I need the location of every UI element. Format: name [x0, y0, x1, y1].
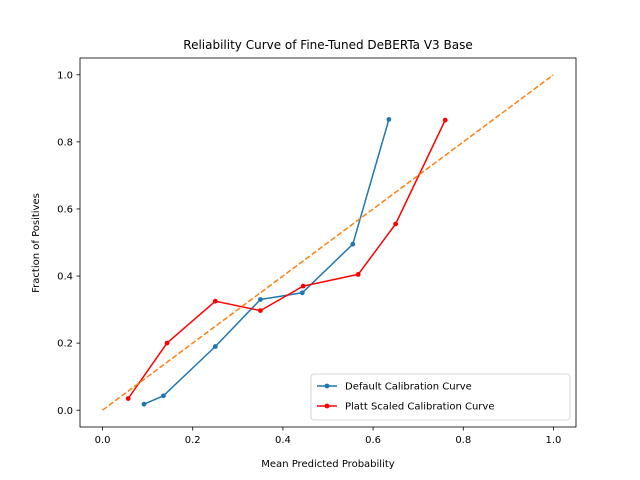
axes-frame	[79, 57, 577, 428]
series-1-point-6	[393, 221, 398, 227]
series-0-point-3	[258, 297, 263, 302]
x-tick-label: 0.4	[275, 435, 291, 446]
legend-box	[310, 373, 571, 421]
x-tick-label: 0.8	[455, 435, 471, 446]
series-1-point-5	[355, 272, 361, 277]
x-tick-label: 0.6	[365, 435, 381, 446]
y-tick-label: 0.8	[57, 137, 73, 148]
series-0-point-4	[299, 290, 305, 296]
x-tick-label: 0.0	[95, 435, 111, 446]
y-tick-label: 0.6	[57, 205, 73, 216]
legend-label-1: Platt Scaled Calibration Curve	[345, 402, 494, 413]
series-1-point-0	[125, 396, 131, 401]
plot-area: 0.0 0.2 0.4 0.6 0.8 1.0 0.0 0.2 0.4 0.6 0.8 1.0	[57, 57, 577, 446]
y-tick-label: 0.4	[57, 272, 73, 283]
y-axis-label: Fraction of Positives	[31, 193, 42, 293]
series-line-2	[102, 74, 554, 411]
series-1-point-7	[442, 117, 448, 123]
series-1-point-2	[212, 298, 218, 304]
series-line-1	[127, 119, 446, 399]
chart-title: Reliability Curve of Fine-Tuned DeBERTa …	[183, 38, 472, 52]
series-1-point-3	[258, 308, 263, 313]
series-0-point-6	[386, 117, 392, 122]
legend-marker-1	[324, 403, 330, 409]
series-0-point-5	[350, 241, 356, 247]
x-axis-label: Mean Predicted Probability	[261, 459, 394, 470]
legend: Default Calibration Curve Platt Scaled Ca…	[310, 373, 571, 421]
y-tick-label: 0.2	[57, 339, 73, 350]
legend-label-0: Default Calibration Curve	[345, 382, 472, 393]
series-0-point-2	[212, 344, 218, 349]
y-tick-label: 0.0	[57, 406, 73, 417]
legend-marker-0	[324, 383, 330, 389]
series-0-point-1	[161, 393, 166, 399]
x-tick-label: 0.2	[185, 435, 201, 446]
series-1-point-1	[164, 340, 170, 346]
series-1-point-4	[300, 283, 306, 289]
y-tick-label: 1.0	[57, 70, 73, 81]
series-0-point-0	[141, 401, 147, 407]
x-tick-label: 1.0	[546, 435, 562, 446]
